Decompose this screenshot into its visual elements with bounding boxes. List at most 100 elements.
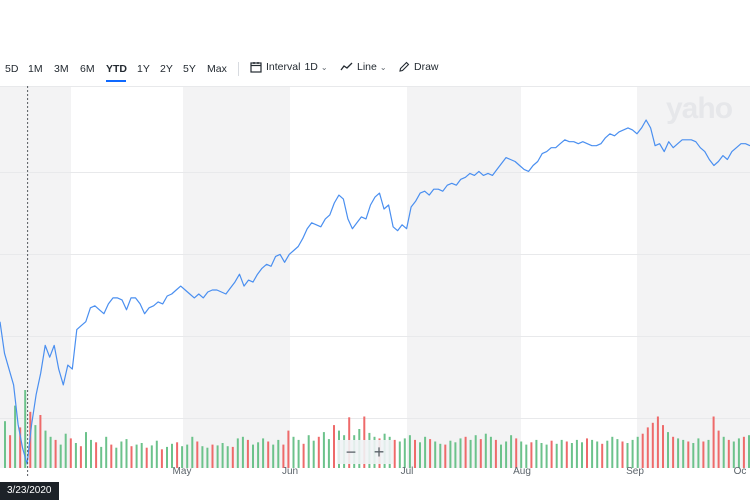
volume-bar xyxy=(586,438,588,468)
month-band xyxy=(183,86,290,468)
volume-bar xyxy=(651,422,654,468)
volume-bar xyxy=(606,440,609,468)
range-5y-button[interactable]: 5Y xyxy=(183,63,196,75)
volume-bar xyxy=(34,425,37,468)
volume-bar xyxy=(429,439,432,468)
volume-bar xyxy=(575,439,578,468)
volume-bar xyxy=(312,440,315,468)
volume-bar xyxy=(505,441,508,468)
volume-bar xyxy=(135,444,138,468)
volume-bar xyxy=(267,441,270,468)
range-1m-button[interactable]: 1M xyxy=(28,63,43,75)
volume-bar xyxy=(616,439,619,468)
interval-selector[interactable]: Interval 1D ⌄ xyxy=(250,61,328,73)
volume-bar xyxy=(535,439,538,468)
volume-bar xyxy=(317,436,320,468)
volume-bar xyxy=(236,438,239,468)
draw-button[interactable]: Draw xyxy=(398,61,439,73)
zoom-out-button[interactable]: − xyxy=(337,440,365,464)
volume-bar xyxy=(59,444,62,468)
price-chart[interactable]: May Jun Jul Aug Sep Oc xyxy=(0,86,750,476)
interval-label: Interval xyxy=(266,61,301,73)
volume-bar xyxy=(130,446,133,468)
volume-bar xyxy=(702,441,705,468)
volume-bar xyxy=(687,441,690,468)
volume-bar xyxy=(454,442,457,468)
volume-bar xyxy=(717,430,720,468)
volume-bar xyxy=(206,447,209,468)
volume-bar xyxy=(656,416,659,468)
volume-bar xyxy=(550,440,553,468)
volume-bar xyxy=(262,438,265,468)
volume-bar xyxy=(166,446,168,468)
draw-label: Draw xyxy=(414,61,439,73)
volume-bar xyxy=(439,443,442,468)
volume-bar xyxy=(494,439,497,468)
volume-bar xyxy=(474,435,477,468)
range-6m-button[interactable]: 6M xyxy=(80,63,95,75)
volume-bar xyxy=(424,436,427,468)
volume-bar xyxy=(85,432,87,468)
volume-bar xyxy=(257,442,260,468)
range-3m-button[interactable]: 3M xyxy=(54,63,69,75)
volume-bar xyxy=(171,443,173,468)
volume-bar xyxy=(570,443,573,468)
volume-bar xyxy=(626,443,629,468)
chart-type-selector[interactable]: Line ⌄ xyxy=(340,61,387,73)
volume-bar xyxy=(231,446,234,468)
volume-bar xyxy=(489,436,492,468)
volume-bar xyxy=(682,439,685,468)
volume-bar xyxy=(4,421,6,468)
month-band xyxy=(407,86,521,468)
volume-bar xyxy=(282,444,285,468)
volume-bar xyxy=(125,439,128,468)
volume-bar xyxy=(95,442,98,468)
volume-bar xyxy=(24,390,27,468)
volume-bar xyxy=(120,441,123,468)
x-axis-label: Jun xyxy=(282,466,298,476)
volume-bar xyxy=(145,447,148,468)
zoom-in-button[interactable]: + xyxy=(365,440,393,464)
month-band xyxy=(637,86,750,468)
crosshair-date-label: 3/23/2020 xyxy=(0,482,59,500)
volume-bar xyxy=(221,443,224,468)
volume-bar xyxy=(398,441,401,468)
yahoo-watermark: yaho xyxy=(666,92,733,125)
volume-bar xyxy=(14,405,17,468)
volume-bar xyxy=(196,441,199,468)
chart-type-label: Line xyxy=(357,61,377,73)
volume-bar xyxy=(722,436,725,468)
volume-bar xyxy=(297,439,300,468)
chart-area[interactable]: May Jun Jul Aug Sep Oc xyxy=(0,86,750,476)
volume-bar xyxy=(631,439,634,468)
range-ytd-button[interactable]: YTD xyxy=(106,63,127,75)
calendar-icon xyxy=(250,62,262,73)
volume-bar xyxy=(64,433,67,468)
volume-bar xyxy=(19,427,22,468)
volume-bar xyxy=(140,443,143,468)
pencil-icon xyxy=(399,61,410,72)
volume-bar xyxy=(596,441,599,468)
volume-bar xyxy=(241,436,244,468)
volume-bar xyxy=(464,436,467,468)
range-2y-button[interactable]: 2Y xyxy=(160,63,173,75)
volume-bar xyxy=(434,441,437,468)
volume-bar xyxy=(191,436,194,468)
volume-bar xyxy=(79,446,82,468)
range-1y-button[interactable]: 1Y xyxy=(137,63,150,75)
volume-bar xyxy=(581,442,583,468)
range-max-button[interactable]: Max xyxy=(207,63,227,75)
volume-bar xyxy=(677,438,680,468)
volume-bar xyxy=(272,444,275,468)
chart-toolbar: 5D 1M 3M 6M YTD 1Y 2Y 5Y Max Interval 1D… xyxy=(0,56,750,84)
range-5d-button[interactable]: 5D xyxy=(5,63,19,75)
volume-bar xyxy=(591,439,594,468)
volume-bar xyxy=(181,446,184,468)
volume-bar xyxy=(459,438,462,468)
volume-bar xyxy=(540,443,543,468)
x-axis-label: Aug xyxy=(513,466,531,476)
volume-bar xyxy=(545,444,548,468)
volume-bar xyxy=(252,444,254,468)
volume-bar xyxy=(216,445,219,468)
volume-bar xyxy=(150,445,153,468)
